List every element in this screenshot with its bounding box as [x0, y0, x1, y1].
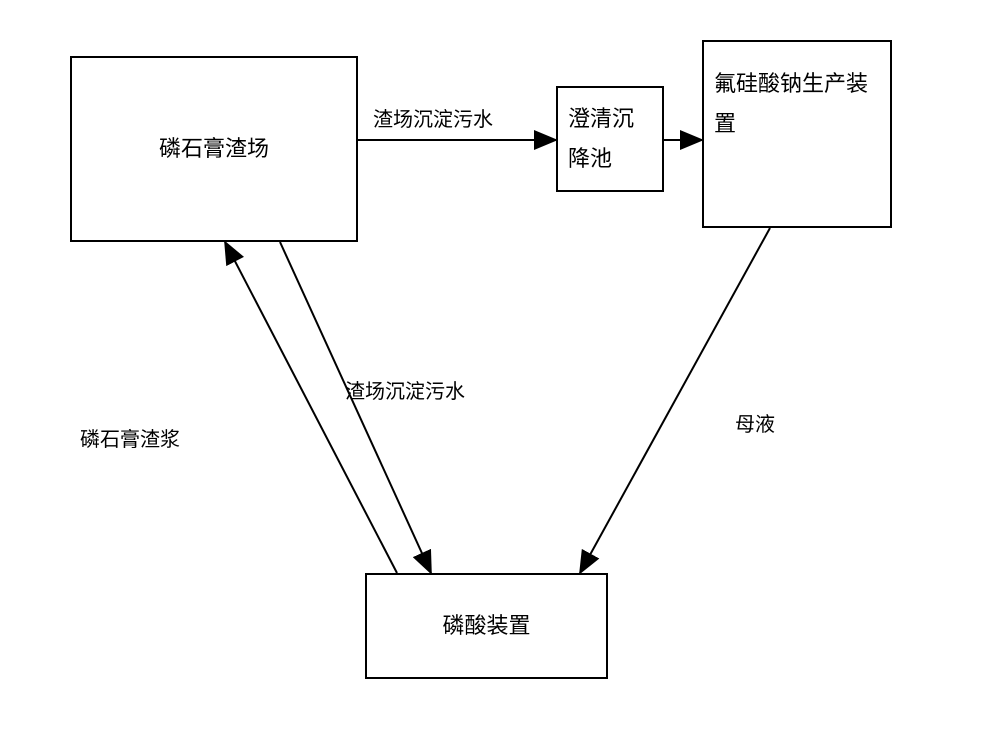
- edge-label-4: 磷石膏渣浆: [80, 423, 180, 452]
- arrow-fluoro-to-phos: [580, 228, 770, 573]
- slag-field-label: 磷石膏渣场: [159, 129, 269, 169]
- edge-label-2: 渣场沉淀污水: [345, 375, 465, 404]
- arrow-slag-to-phos: [280, 242, 431, 573]
- fluorosilicate-unit-box: 氟硅酸钠生产装置: [702, 40, 892, 228]
- edge-label-0: 渣场沉淀污水: [373, 103, 493, 132]
- phosphoric-unit-label: 磷酸装置: [442, 606, 530, 646]
- edge-label-3: 母液: [735, 408, 775, 437]
- settling-pond-label: 澄清沉降池: [568, 99, 652, 178]
- slag-field-box: 磷石膏渣场: [70, 56, 358, 242]
- settling-pond-box: 澄清沉降池: [556, 86, 664, 192]
- arrow-phos-to-slag: [225, 242, 397, 573]
- phosphoric-unit-box: 磷酸装置: [365, 573, 608, 679]
- fluorosilicate-unit-label: 氟硅酸钠生产装置: [714, 64, 880, 143]
